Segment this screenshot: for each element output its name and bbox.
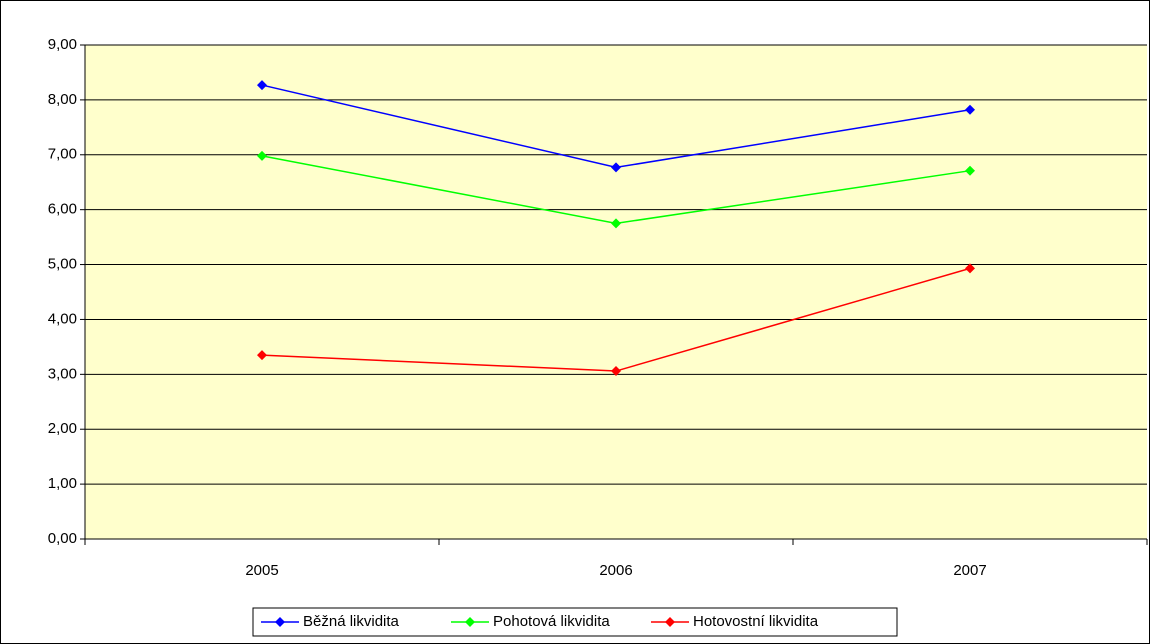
legend-marker bbox=[465, 617, 475, 627]
marker bbox=[611, 218, 621, 229]
legend-box bbox=[252, 607, 898, 637]
y-tick-label: 5,00 bbox=[48, 256, 77, 273]
y-tick-label: 2,00 bbox=[48, 420, 77, 437]
marker bbox=[611, 366, 621, 377]
marker bbox=[257, 350, 267, 361]
marker bbox=[965, 263, 975, 274]
x-tick-label: 2007 bbox=[953, 562, 986, 579]
y-tick-label: 1,00 bbox=[48, 475, 77, 492]
y-tick-label: 3,00 bbox=[48, 365, 77, 382]
y-tick-label: 4,00 bbox=[48, 310, 77, 327]
legend-marker bbox=[665, 617, 675, 627]
marker bbox=[257, 80, 267, 91]
x-tick-label: 2006 bbox=[599, 562, 632, 579]
marker bbox=[257, 150, 267, 161]
legend-label: Běžná likvidita bbox=[303, 613, 400, 630]
legend-marker bbox=[275, 617, 285, 627]
marker bbox=[965, 104, 975, 115]
marker bbox=[965, 165, 975, 176]
y-tick-label: 9,00 bbox=[48, 36, 77, 53]
y-tick-label: 6,00 bbox=[48, 201, 77, 218]
legend-label: Hotovostní likvidita bbox=[693, 613, 819, 630]
y-tick-label: 0,00 bbox=[48, 530, 77, 547]
marker bbox=[611, 162, 621, 173]
plot-area bbox=[85, 45, 1147, 539]
x-tick-label: 2005 bbox=[245, 562, 278, 579]
y-tick-label: 7,00 bbox=[48, 146, 77, 163]
legend-label: Pohotová likvidita bbox=[493, 613, 610, 630]
y-tick-label: 8,00 bbox=[48, 91, 77, 108]
